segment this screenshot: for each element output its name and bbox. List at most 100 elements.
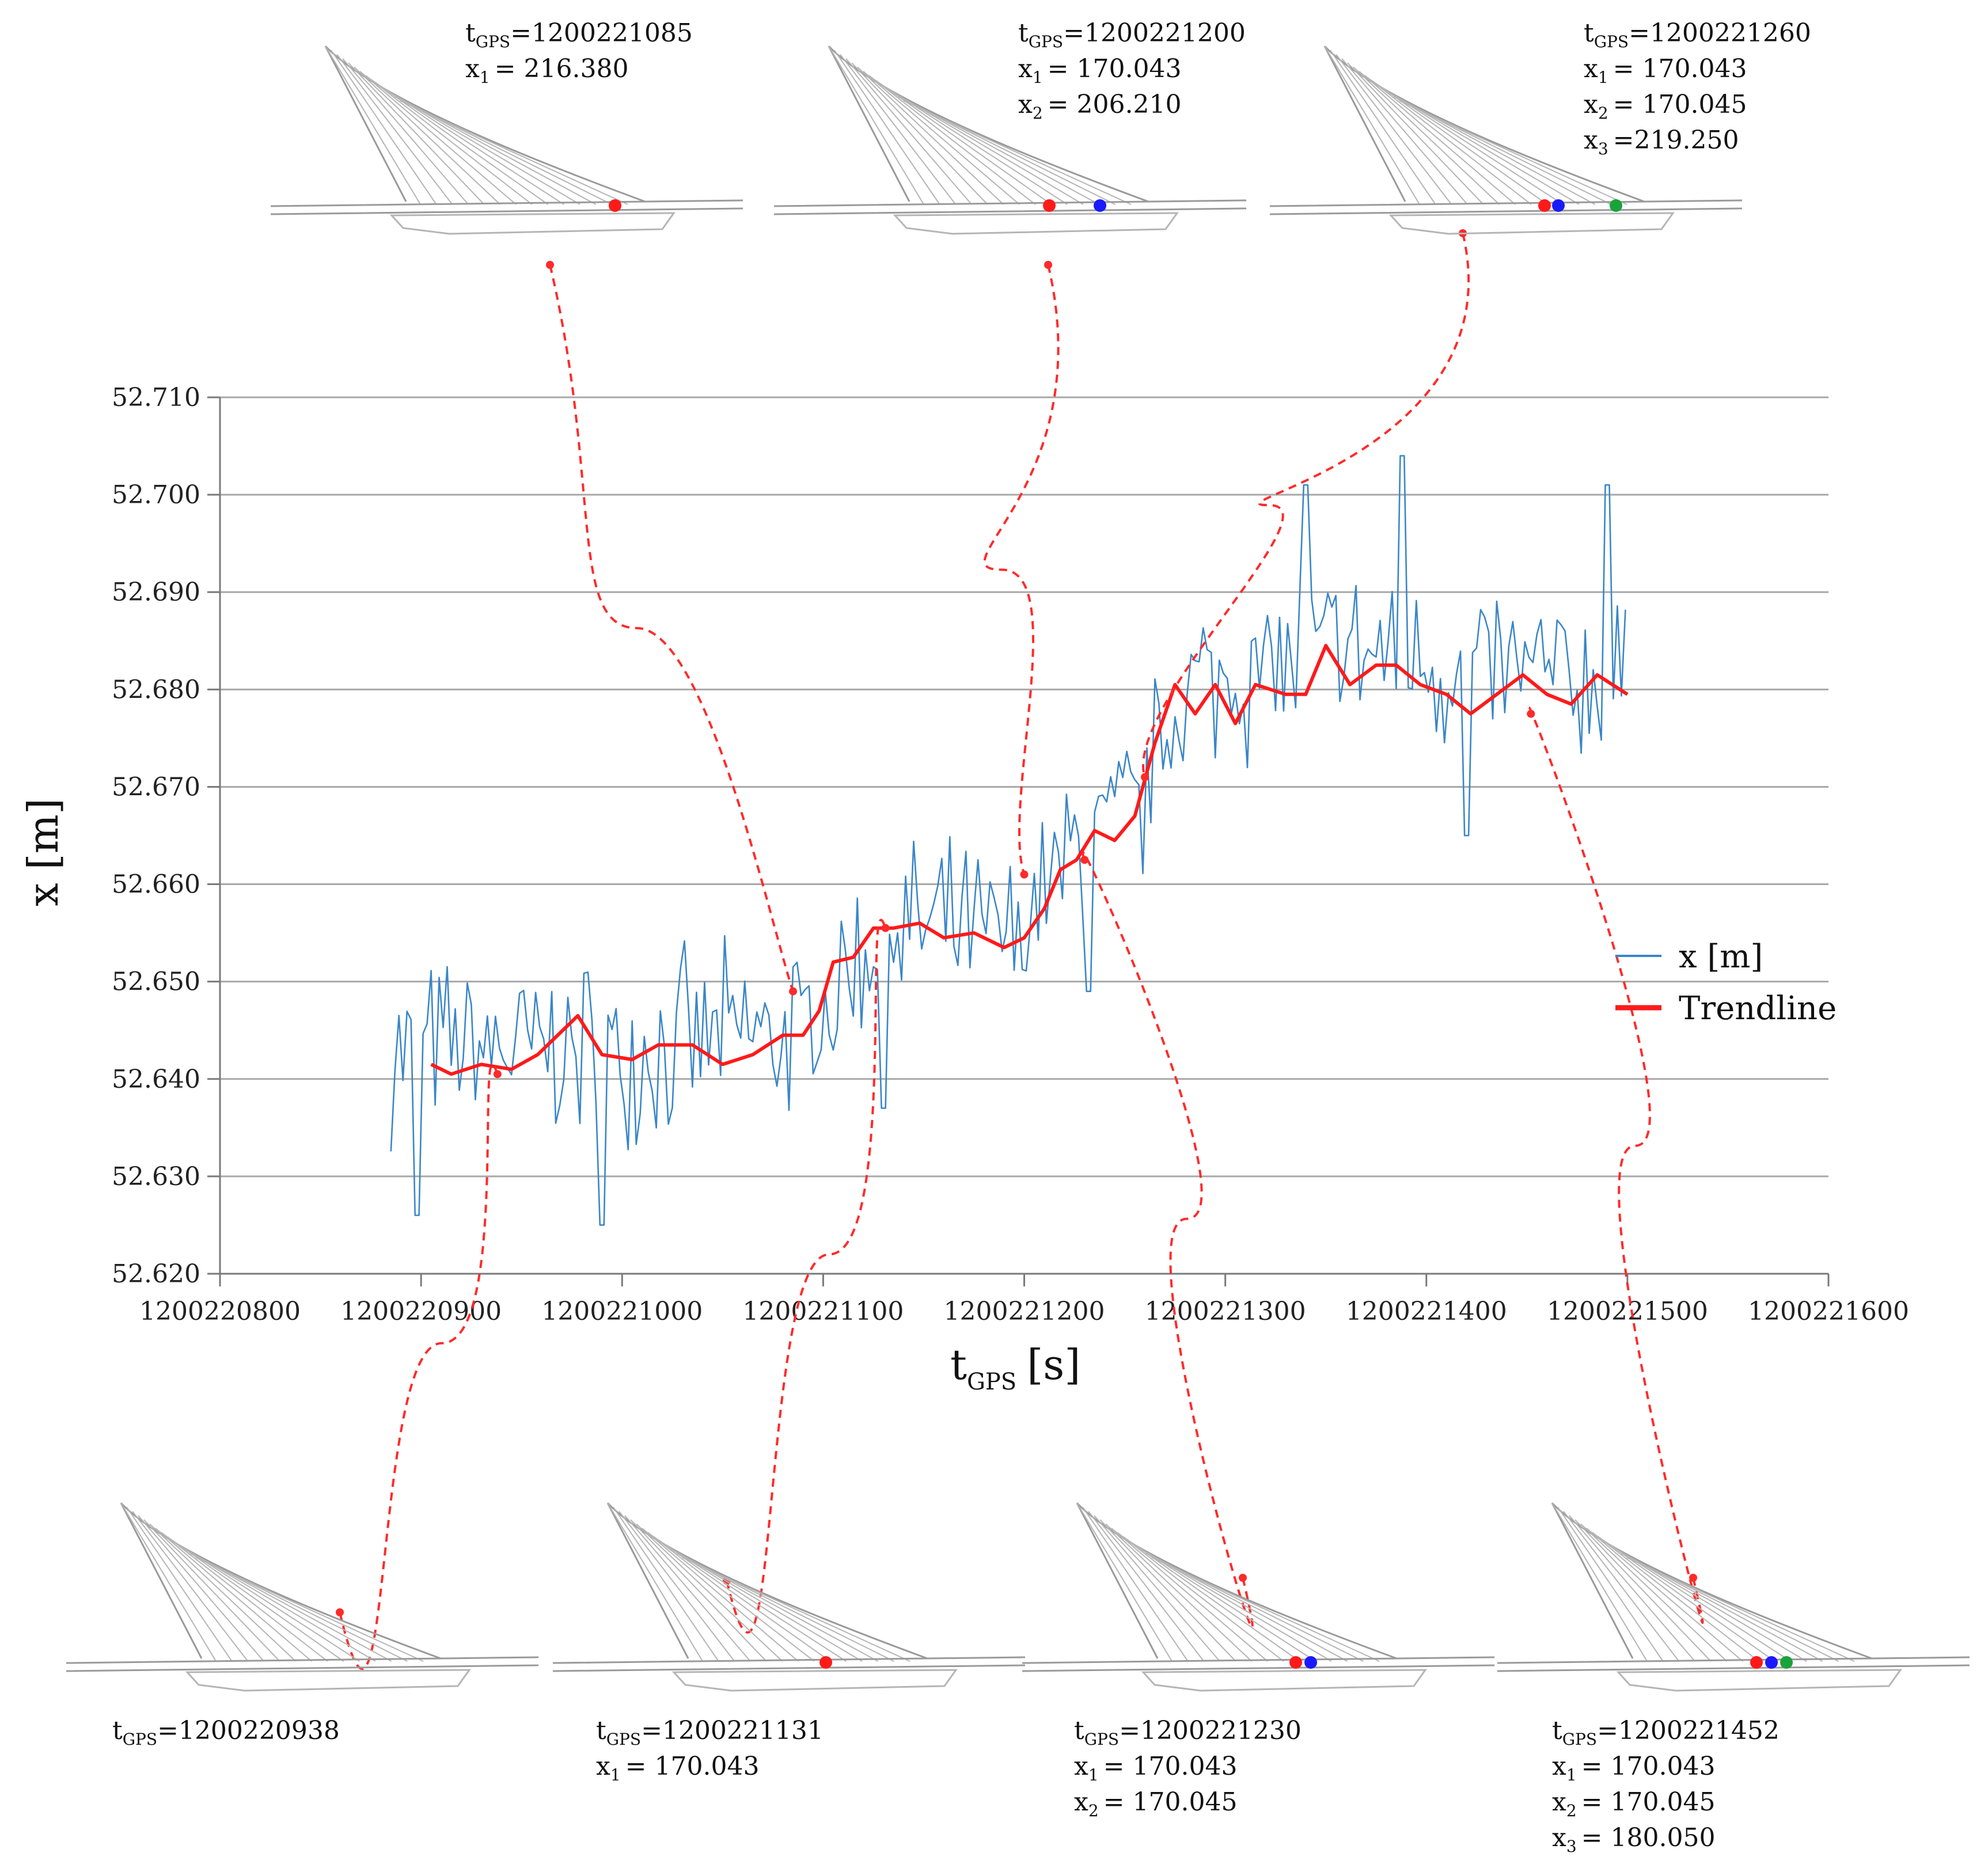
annotation-arrows xyxy=(336,229,1704,1670)
y-tick-label: 52.680 xyxy=(112,675,200,704)
pylon xyxy=(120,1502,441,1660)
bridge-deck xyxy=(552,1656,1026,1672)
connector-arrow xyxy=(983,264,1060,875)
stay-cable xyxy=(624,1515,751,1662)
legend: x [m] Trendline xyxy=(1615,938,1837,1027)
x-axis-label: tGPS [s] xyxy=(950,1341,1080,1395)
stay-cable xyxy=(1105,1523,1253,1662)
stay-cable xyxy=(348,62,485,205)
connector-arrow xyxy=(1081,851,1254,1628)
stay-cable xyxy=(120,1502,217,1662)
stay-cable xyxy=(1626,1557,1855,1662)
stay-cable xyxy=(607,1502,703,1662)
stay-cable xyxy=(834,50,940,205)
x-tick-label: 1200221100 xyxy=(742,1297,904,1326)
stay-cable xyxy=(630,1519,767,1662)
bridge-girder xyxy=(1388,212,1675,235)
legend-label-trendline: Trendline xyxy=(1679,990,1837,1027)
stay-cable xyxy=(365,75,533,205)
y-tick-label: 52.630 xyxy=(112,1162,200,1191)
stay-cable xyxy=(636,1523,783,1662)
y-tick-label: 52.650 xyxy=(112,967,200,997)
panel-position-label: x2 = 206.210 xyxy=(1018,90,1181,123)
stay-cable xyxy=(647,1532,815,1662)
stay-cable xyxy=(613,1506,719,1662)
panel-position-label: x2 = 170.045 xyxy=(1584,90,1747,123)
stay-cable xyxy=(1088,1511,1205,1662)
stay-cable xyxy=(1082,1506,1189,1662)
stay-cable xyxy=(336,54,453,205)
stay-cable xyxy=(851,62,988,205)
stay-cable xyxy=(845,58,972,205)
y-tick-label: 52.690 xyxy=(112,578,200,607)
bridge-deck xyxy=(1269,199,1743,215)
legend-label-x: x [m] xyxy=(1679,938,1763,975)
stay-cable xyxy=(1563,1511,1680,1662)
panel-position-label: x3 = 180.050 xyxy=(1552,1823,1715,1856)
sensor-marker-2 xyxy=(1552,199,1565,212)
arrow-head-plot xyxy=(1020,870,1029,879)
sensor-marker-2 xyxy=(1094,199,1106,212)
stay-cable xyxy=(149,1523,297,1662)
arrow-head-plot xyxy=(493,1070,502,1079)
panel-position-label: x1 = 170.043 xyxy=(1584,54,1747,87)
stay-cable xyxy=(400,100,628,205)
panel-position-label: x1 = 216.380 xyxy=(465,54,628,87)
stay-cable xyxy=(195,1557,424,1662)
stay-cable xyxy=(828,45,924,205)
stay-cable xyxy=(1580,1523,1728,1662)
stay-cable xyxy=(1099,1519,1236,1662)
pylon xyxy=(1323,45,1645,203)
panel-position-label: x3 =219.250 xyxy=(1584,126,1739,158)
y-tick-label: 52.620 xyxy=(112,1259,200,1289)
stay-cable xyxy=(1076,1502,1173,1662)
stay-cable xyxy=(155,1528,312,1662)
stay-cable xyxy=(354,66,501,205)
stay-cable xyxy=(619,1511,735,1662)
arrow-head-plot xyxy=(1080,856,1089,864)
x-axis-label-unit: [s] xyxy=(1027,1341,1080,1389)
bridge-panel-bottom-1: tGPS=1200220938 xyxy=(66,1502,539,1749)
panel-time-label: tGPS=1200221230 xyxy=(1074,1716,1302,1749)
stay-cable xyxy=(868,75,1036,205)
y-tick-label: 52.670 xyxy=(112,772,200,802)
panel-time-label: tGPS=1200221131 xyxy=(596,1716,824,1749)
y-axis-label: x [m] xyxy=(19,798,67,906)
stay-cable xyxy=(1353,66,1500,205)
stay-cable xyxy=(126,1506,233,1662)
y-tick-label: 52.710 xyxy=(112,383,200,412)
grid-lines xyxy=(207,396,1830,1286)
stay-cable xyxy=(331,50,437,205)
stay-cable xyxy=(1586,1528,1743,1662)
x-tick-label: 1200221500 xyxy=(1547,1297,1708,1326)
y-axis-ticks: 52.620 52.630 52.640 52.650 52.660 52.670 52.6… xyxy=(112,383,200,1289)
panel-time-label: tGPS=1200221085 xyxy=(465,18,693,51)
x-axis-title: tGPS [s] xyxy=(950,1341,1080,1395)
arrow-head-panel xyxy=(1044,261,1052,269)
bridge-girder xyxy=(893,212,1179,235)
stay-cable xyxy=(1347,62,1484,205)
stay-cable xyxy=(1151,1557,1380,1662)
stay-cable xyxy=(143,1519,280,1662)
connector-arrow xyxy=(1528,706,1704,1624)
x-tick-label: 1200221600 xyxy=(1748,1297,1909,1326)
stay-cable xyxy=(1592,1532,1759,1662)
arrow-head-panel xyxy=(546,261,554,269)
bridge-girder xyxy=(1616,1669,1902,1692)
x-tick-label: 1200221300 xyxy=(1145,1297,1306,1326)
arrow-head-panel xyxy=(1239,1574,1247,1582)
stay-cable xyxy=(863,71,1020,205)
sensor-marker-1 xyxy=(820,1656,832,1669)
stay-cable xyxy=(342,58,469,205)
sensor-marker-2 xyxy=(1765,1656,1778,1669)
panel-time-label: tGPS=1200221260 xyxy=(1584,18,1811,51)
panel-position-label: x1 = 170.043 xyxy=(1552,1752,1715,1785)
stay-cable xyxy=(325,45,421,205)
stay-cable xyxy=(1364,75,1532,205)
